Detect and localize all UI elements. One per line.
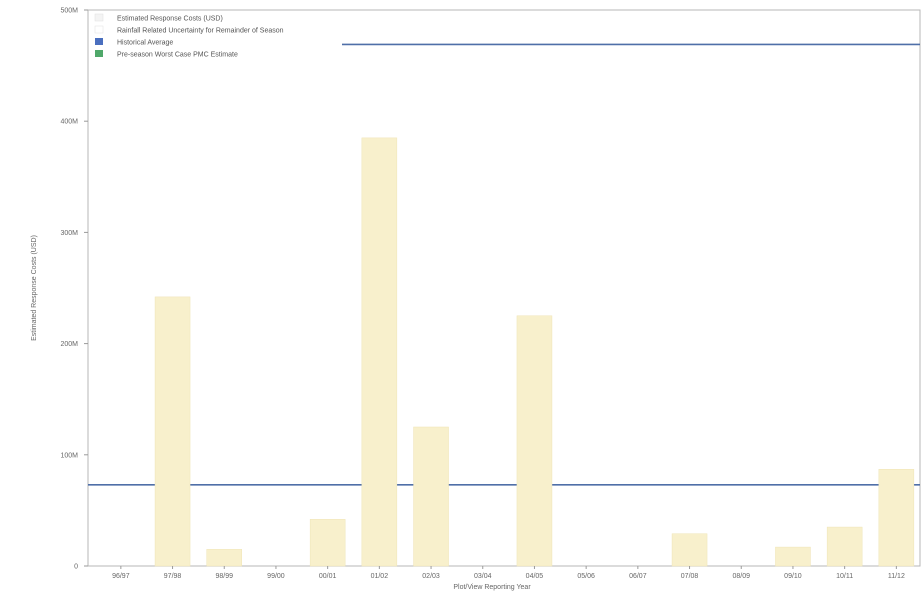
legend-label: Estimated Response Costs (USD) <box>117 16 223 23</box>
y-tick-label: 300M <box>60 230 78 237</box>
bar-00-01 <box>309 519 346 567</box>
bar-07-08 <box>671 533 708 567</box>
bar-04-05 <box>516 315 553 567</box>
bar-98-99 <box>206 549 242 567</box>
legend-label: Historical Average <box>117 40 173 47</box>
x-tick-label: 09/10 <box>784 573 802 580</box>
legend-swatch <box>94 25 104 34</box>
y-axis-ticks: 0 100M 200M 300M 400M 500M <box>60 8 88 571</box>
plot-frame <box>87 9 921 567</box>
legend-swatch <box>95 50 103 57</box>
plot-area-border <box>87 9 921 567</box>
x-tick-label: 10/11 <box>836 573 853 580</box>
y-axis-title: Estimated Response Costs (USD) <box>31 235 38 341</box>
y-tick-label: 100M <box>60 452 78 459</box>
x-tick-label: 98/99 <box>215 573 233 580</box>
x-tick-label: 06/07 <box>629 573 647 580</box>
bar-09-10 <box>775 546 811 567</box>
x-tick-label: 00/01 <box>319 573 337 580</box>
y-tick-label: 200M <box>60 341 78 348</box>
x-tick-label: 03/04 <box>474 573 492 580</box>
x-tick-label: 08/09 <box>732 573 750 580</box>
legend-swatch <box>95 38 103 45</box>
x-tick-label: 97/98 <box>164 573 182 580</box>
bar-11-12 <box>878 469 915 567</box>
legend-label: Rainfall Related Uncertainty for Remaind… <box>117 28 284 35</box>
legend-label: Pre-season Worst Case PMC Estimate <box>117 52 238 59</box>
reference-lines <box>88 43 920 486</box>
x-tick-label: 99/00 <box>267 573 285 580</box>
bar-02-03 <box>413 426 449 567</box>
x-tick-label: 04/05 <box>526 573 544 580</box>
legend-swatch <box>94 13 104 22</box>
x-axis-ticks: 96/97 97/98 98/99 99/00 00/01 01/02 02/03 03/04… <box>112 566 905 580</box>
y-tick-label: 400M <box>60 119 78 126</box>
x-tick-label: 02/03 <box>422 573 440 580</box>
x-tick-label: 07/08 <box>681 573 699 580</box>
x-tick-label: 11/12 <box>888 573 905 580</box>
legend: Estimated Response Costs (USD) Rainfall R… <box>94 13 284 59</box>
bars <box>154 137 915 567</box>
bar-01-02 <box>361 137 398 567</box>
x-tick-label: 01/02 <box>371 573 389 580</box>
y-tick-label: 0 <box>74 564 78 571</box>
bar-97-98 <box>154 296 191 567</box>
x-tick-label: 96/97 <box>112 573 130 580</box>
bar-10-11 <box>826 526 863 567</box>
y-tick-label: 500M <box>60 8 78 15</box>
x-tick-label: 05/06 <box>577 573 595 580</box>
x-axis-title: Plot/View Reporting Year <box>453 584 531 591</box>
